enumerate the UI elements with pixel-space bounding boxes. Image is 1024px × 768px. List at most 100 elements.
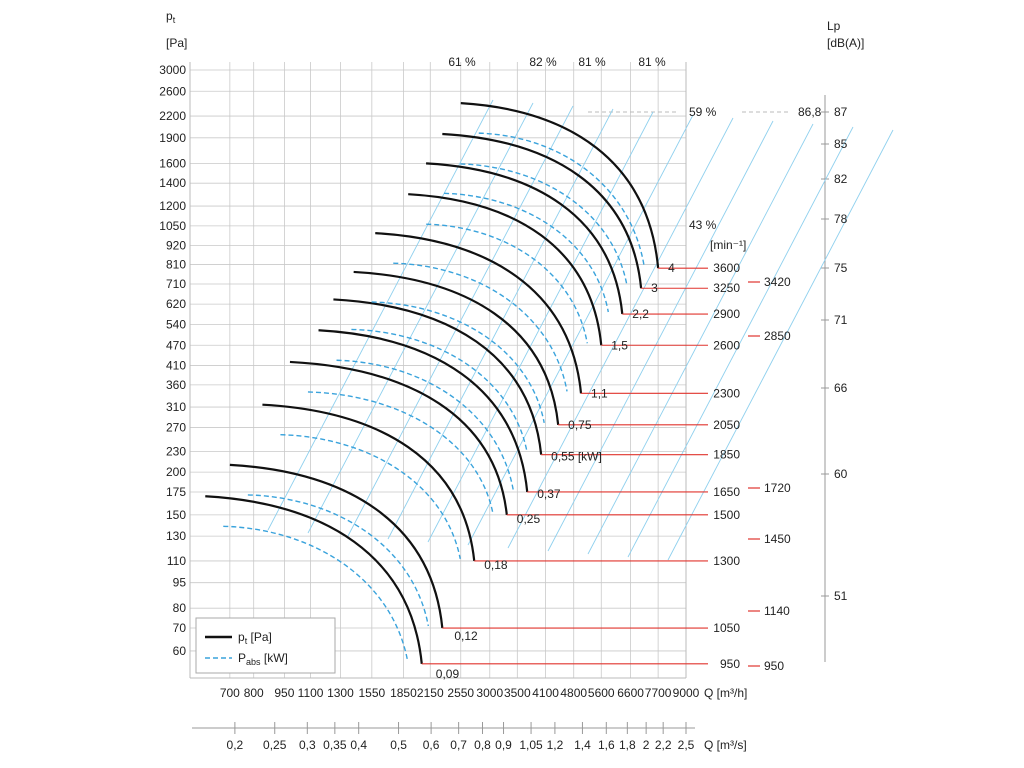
speed-tick-label: 1500: [713, 508, 740, 522]
x-tick-label-m3h: 4800: [560, 686, 587, 700]
pabs-curve: [336, 359, 514, 491]
y-tick-label: 540: [166, 318, 186, 332]
efficiency-line: [427, 111, 654, 543]
pt-curve: [262, 403, 476, 562]
y-tick-label: 80: [173, 601, 187, 615]
lp-tick-label: 78: [834, 212, 848, 226]
x-tick-label-m3h: 2150: [417, 686, 444, 700]
y-axis-title: pt: [166, 9, 176, 25]
y-tick-label: 60: [173, 644, 187, 658]
efficiency-label: 61 %: [448, 55, 476, 69]
pt-curve: [460, 102, 660, 269]
efficiency-label: 59 %: [689, 105, 717, 119]
pt-curve: [229, 463, 444, 629]
x-tick-label-m3h: 800: [244, 686, 264, 700]
efficiency-label: 82 %: [529, 55, 557, 69]
x-tick-label-m3s: 0,7: [450, 738, 467, 752]
performance-curves: [205, 102, 660, 664]
x-tick-label-m3h: 3000: [476, 686, 503, 700]
y-tick-label: 2600: [159, 84, 186, 98]
x-tick-label-m3h: 6600: [617, 686, 644, 700]
lp-tick-label: 51: [834, 589, 848, 603]
lp-marker-label: 86,8: [798, 105, 822, 119]
speed-right-label: 950: [764, 659, 784, 673]
power-label: 0,18: [484, 558, 508, 572]
x-tick-label-m3s: 0,6: [423, 738, 440, 752]
x-tick-label-m3h: 1100: [298, 686, 324, 700]
x-tick-label-m3s: 1,8: [619, 738, 636, 752]
y-axis-unit: [Pa]: [166, 36, 187, 50]
y-tick-label: 710: [166, 277, 186, 291]
x-tick-label-m3h: 9000: [673, 686, 700, 700]
speed-tick-label: 1300: [713, 554, 740, 568]
y-tick-label: 1400: [159, 176, 186, 190]
x-tick-label-m3s: 1,05: [519, 738, 543, 752]
lp-tick-label: 75: [834, 261, 848, 275]
x-tick-label-m3s: 2,5: [678, 738, 695, 752]
efficiency-line: [587, 123, 814, 555]
speed-right-label: 1720: [764, 481, 791, 495]
x-tick-label-m3s: 0,5: [390, 738, 407, 752]
y-tick-label: 230: [166, 444, 186, 458]
speed-tick-label: 1650: [713, 485, 740, 499]
x-tick-label-m3s: 1,4: [574, 738, 591, 752]
legend-label-pt: pt [Pa]: [238, 630, 272, 646]
speed-right-label: 1140: [764, 604, 790, 618]
x-tick-label-m3s: 0,8: [474, 738, 491, 752]
power-label: 3: [651, 281, 658, 295]
x-tick-label-m3h: 1300: [327, 686, 354, 700]
power-label: 0,55 [kW]: [551, 450, 602, 464]
y-tick-label: 150: [166, 508, 186, 522]
pt-curve: [408, 193, 603, 346]
speed-right-label: 1450: [764, 532, 791, 546]
pabs-curve: [247, 494, 430, 627]
y-tick-label: 620: [166, 297, 186, 311]
power-label: 4: [668, 261, 675, 275]
power-label: 2,2: [632, 307, 649, 321]
y-tick-label: 3000: [159, 63, 186, 77]
pt-curve: [318, 329, 529, 493]
lp-tick-label: 60: [834, 467, 848, 481]
pabs-curve: [371, 301, 545, 423]
y-tick-label: 410: [166, 359, 186, 373]
x-tick-label-m3s: 0,25: [263, 738, 287, 752]
y-tick-label: 110: [167, 554, 186, 568]
x-axis-title-m3h: Q [m³/h]: [704, 686, 747, 700]
power-label: 0,12: [454, 629, 478, 643]
lp-tick-label: 71: [834, 313, 848, 327]
x-tick-label-m3h: 1550: [358, 686, 385, 700]
y-tick-label: 95: [173, 576, 187, 590]
pt-curve: [353, 270, 560, 425]
speed-tick-label: 1850: [713, 448, 740, 462]
efficiency-label: 43 %: [689, 218, 717, 232]
y-tick-label: 1900: [159, 131, 186, 145]
x-tick-label-m3s: 0,35: [323, 738, 347, 752]
efficiency-line: [507, 117, 734, 549]
x-tick-label-m3s: 2: [643, 738, 650, 752]
x-tick-label-m3h: 4100: [532, 686, 559, 700]
power-label: 0,09: [436, 667, 460, 681]
pabs-curve: [444, 192, 609, 313]
lp-axis-unit: [dB(A)]: [827, 36, 864, 50]
speed-tick-label: 2900: [713, 307, 740, 321]
speed-tick-label: 3600: [713, 261, 740, 275]
speed-tick-label: 2300: [713, 386, 740, 400]
x-tick-label-m3h: 2550: [447, 686, 474, 700]
x-tick-label-m3h: 7700: [645, 686, 672, 700]
legend: pt [Pa] Pabs [kW]: [195, 617, 336, 674]
x-tick-label-m3s: 0,3: [299, 738, 316, 752]
y-tick-label: 175: [166, 485, 186, 499]
pabs-curve: [307, 391, 494, 513]
power-label: 0,37: [537, 487, 561, 501]
y-tick-label: 470: [166, 338, 186, 352]
y-tick-label: 1200: [159, 199, 186, 213]
pt-curve: [426, 162, 624, 315]
efficiency-line: [347, 105, 574, 537]
speed-tick-label: 3250: [713, 281, 740, 295]
pt-curve: [375, 232, 583, 394]
y-tick-label: 310: [166, 400, 186, 414]
efficiency-line: [667, 129, 894, 561]
pt-curve: [442, 132, 643, 289]
pabs-curve: [223, 525, 409, 662]
power-label: 1,5: [611, 338, 628, 352]
